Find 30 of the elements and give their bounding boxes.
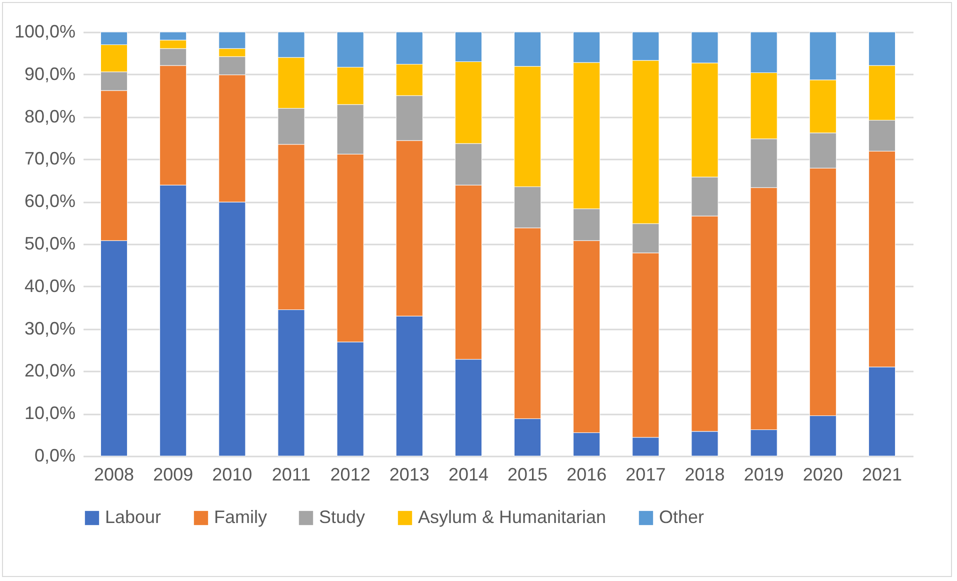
y-tick-label: 60,0%	[24, 191, 76, 212]
x-tick-label: 2018	[684, 464, 725, 484]
x-tick-label: 2015	[508, 464, 548, 484]
legend-label: Labour	[105, 507, 162, 527]
legend-label: Other	[659, 507, 704, 527]
y-tick-label: 80,0%	[24, 106, 76, 126]
y-tick-label: 20,0%	[24, 360, 76, 381]
y-tick-label: 30,0%	[24, 318, 76, 338]
y-tick-label: 10,0%	[24, 403, 76, 424]
x-tick-label: 2014	[448, 464, 488, 484]
legend-label: Family	[214, 507, 267, 527]
x-tick-label: 2017	[626, 464, 666, 484]
legend-label: Asylum & Humanitarian	[418, 507, 606, 527]
x-tick-label: 2021	[862, 464, 902, 484]
x-tick-label: 2008	[94, 464, 134, 484]
y-tick-label: 90,0%	[24, 64, 76, 84]
y-tick-label: 40,0%	[24, 276, 76, 296]
x-tick-label: 2012	[330, 464, 370, 484]
x-tick-label: 2010	[212, 464, 252, 484]
x-tick-label: 2016	[566, 464, 607, 484]
y-tick-label: 0,0%	[34, 446, 76, 466]
x-tick-label: 2013	[389, 464, 430, 484]
legend-label: Study	[319, 507, 366, 527]
x-tick-label: 2019	[744, 464, 784, 484]
x-tick-label: 2020	[802, 464, 843, 484]
x-tick-label: 2009	[153, 464, 194, 484]
y-tick-label: 100,0%	[14, 22, 76, 42]
y-tick-label: 70,0%	[24, 148, 76, 169]
y-tick-label: 50,0%	[24, 234, 76, 254]
x-tick-label: 2011	[272, 464, 311, 484]
